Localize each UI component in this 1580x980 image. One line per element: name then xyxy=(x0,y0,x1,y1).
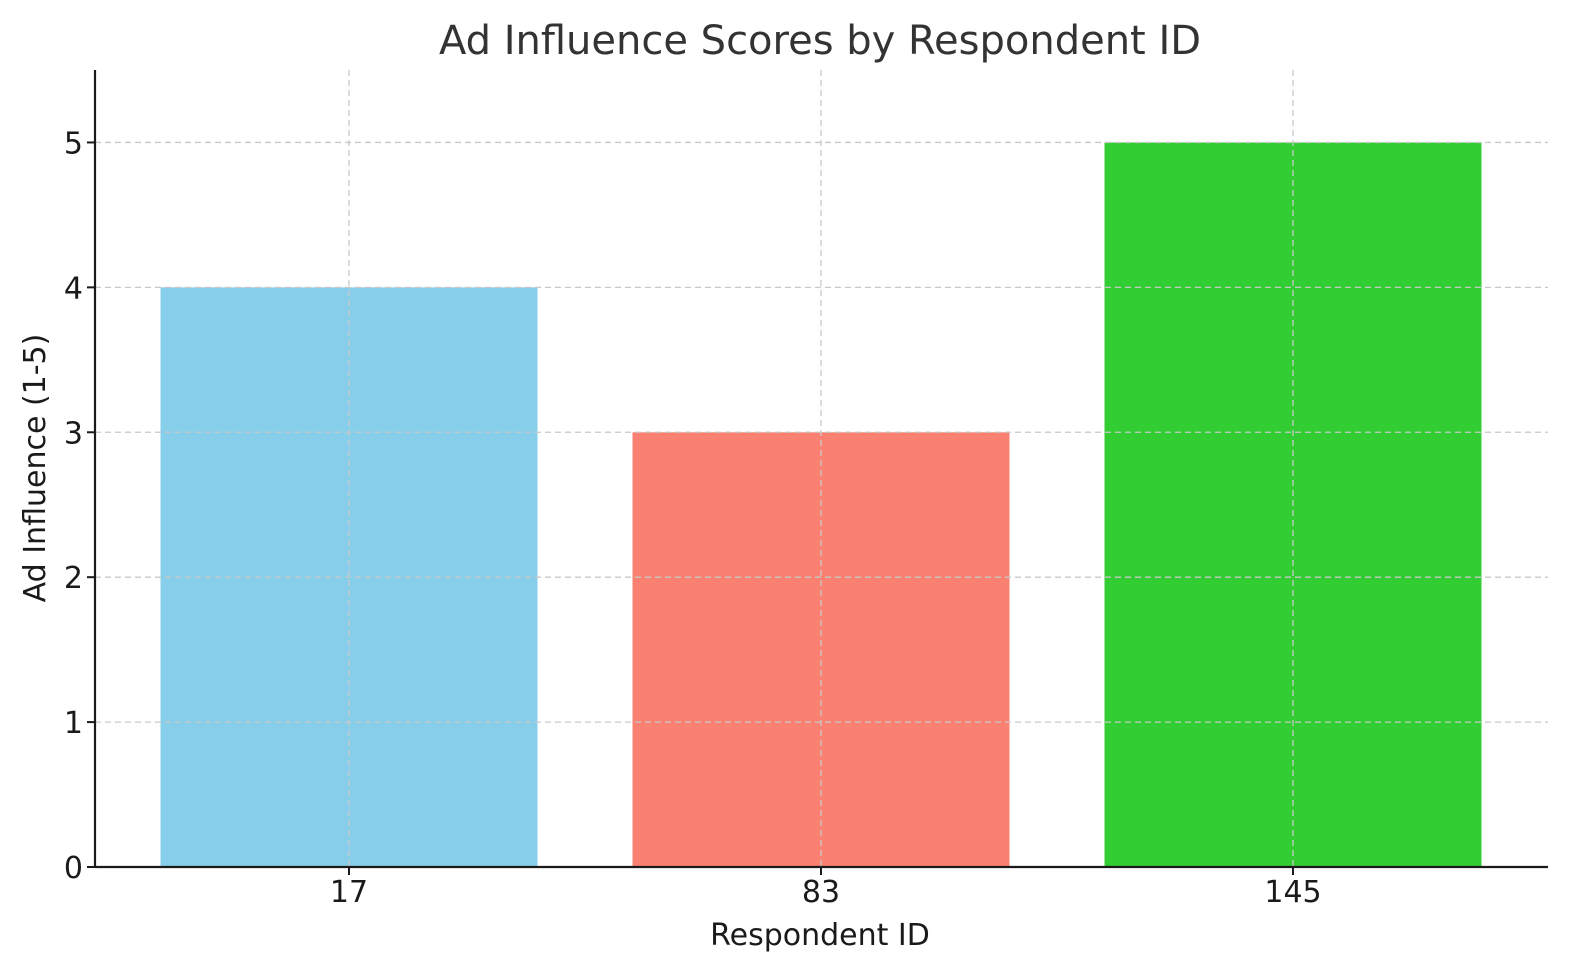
y-tick-label: 0 xyxy=(64,851,83,886)
ticks: 0 1 2 3 4 5 17 83 145 xyxy=(64,126,1322,910)
y-tick-label: 3 xyxy=(64,416,83,451)
y-tick-label: 2 xyxy=(64,561,83,596)
chart-title: Ad Influence Scores by Respondent ID xyxy=(439,18,1201,64)
y-tick-label: 1 xyxy=(64,706,83,741)
x-tick-label: 145 xyxy=(1264,875,1321,910)
x-axis-label: Respondent ID xyxy=(710,918,930,953)
x-tick-label: 83 xyxy=(802,875,840,910)
x-tick-label: 17 xyxy=(330,875,368,910)
y-tick-label: 5 xyxy=(64,126,83,161)
grid-lines xyxy=(95,70,1548,868)
y-tick-label: 4 xyxy=(64,271,83,306)
y-axis-label: Ad Influence (1-5) xyxy=(18,334,53,603)
